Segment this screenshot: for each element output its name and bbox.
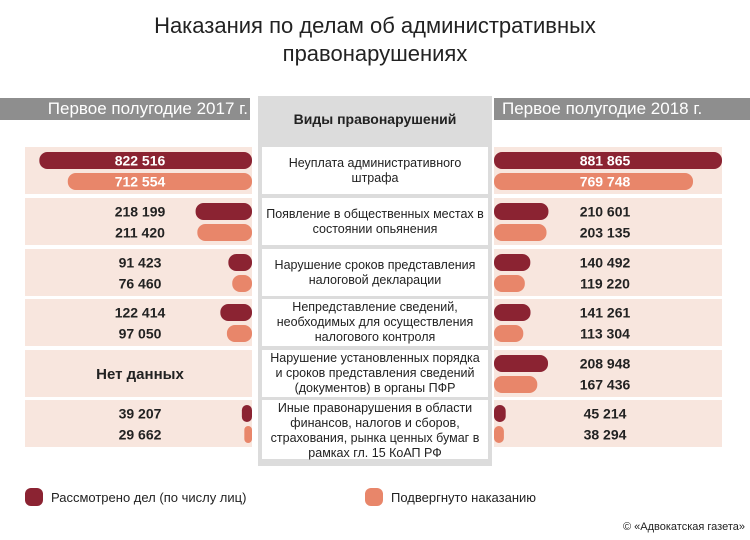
value-label: 113 304 bbox=[580, 326, 630, 342]
bar bbox=[241, 405, 252, 422]
category-box bbox=[262, 400, 488, 459]
bar bbox=[226, 325, 252, 342]
legend-label: Рассмотрено дел (по числу лиц) bbox=[51, 490, 246, 505]
value-label: 76 460 bbox=[119, 276, 162, 292]
category-label: Нарушение сроков представления налоговой… bbox=[274, 257, 476, 287]
value-label: 210 601 bbox=[580, 204, 631, 220]
category-box bbox=[262, 299, 488, 346]
row-background bbox=[25, 400, 252, 447]
value-label: 712 554 bbox=[115, 174, 166, 190]
legend-marker bbox=[365, 488, 383, 506]
value-label: 119 220 bbox=[580, 276, 630, 292]
value-label: 203 135 bbox=[580, 225, 631, 241]
row-background bbox=[25, 350, 252, 397]
value-label: 45 214 bbox=[584, 406, 627, 422]
category-label: Нарушение установленных порядка и сроков… bbox=[270, 351, 480, 395]
category-label: Появление в общественных местах в состоя… bbox=[266, 206, 484, 236]
row-background bbox=[25, 299, 252, 346]
row-background bbox=[494, 400, 722, 447]
bar bbox=[197, 224, 252, 241]
panel-header bbox=[494, 98, 750, 120]
bar bbox=[494, 325, 524, 342]
value-label: 208 948 bbox=[580, 356, 631, 372]
bar bbox=[39, 152, 252, 169]
category-box bbox=[262, 350, 488, 397]
category-label: Непредставление сведений, необходимых дл… bbox=[276, 300, 474, 344]
value-label: 769 748 bbox=[580, 174, 631, 190]
bar bbox=[195, 203, 252, 220]
bar bbox=[494, 304, 531, 321]
bar bbox=[67, 173, 252, 190]
value-label: 29 662 bbox=[119, 427, 162, 443]
legend-marker bbox=[25, 488, 43, 506]
bar bbox=[220, 304, 252, 321]
bar bbox=[228, 254, 252, 271]
category-box bbox=[262, 147, 488, 194]
value-label: 97 050 bbox=[119, 326, 162, 342]
value-label: 39 207 bbox=[119, 406, 162, 422]
value-label: 122 414 bbox=[115, 305, 166, 321]
bar bbox=[494, 224, 547, 241]
value-label: 218 199 bbox=[115, 204, 166, 220]
row-background bbox=[494, 299, 722, 346]
bar bbox=[244, 426, 252, 443]
legend-label: Подвергнуто наказанию bbox=[391, 490, 536, 505]
category-label: Неуплата административного штрафа bbox=[288, 155, 462, 185]
source: © «Адвокатская газета» bbox=[623, 521, 745, 533]
category-label: Иные правонарушения в области финансов, … bbox=[270, 400, 480, 460]
row-background bbox=[25, 249, 252, 296]
value-label: 881 865 bbox=[580, 153, 631, 169]
no-data-label: Нет данных bbox=[96, 366, 184, 383]
row-background bbox=[494, 249, 722, 296]
categories-header: Виды правонарушений bbox=[293, 111, 457, 127]
category-box bbox=[262, 198, 488, 245]
panel-header bbox=[0, 98, 250, 120]
value-label: 211 420 bbox=[115, 225, 165, 241]
bar bbox=[494, 254, 531, 271]
value-label: 167 436 bbox=[580, 377, 631, 393]
value-label: 38 294 bbox=[584, 427, 627, 443]
bar bbox=[494, 426, 504, 443]
value-label: 141 261 bbox=[580, 305, 631, 321]
bar bbox=[494, 405, 506, 422]
value-label: 140 492 bbox=[580, 255, 631, 271]
panel-header-label: Первое полугодие 2017 г. bbox=[47, 99, 248, 118]
bar bbox=[494, 173, 694, 190]
panel-header-label: Первое полугодие 2018 г. bbox=[502, 99, 703, 118]
value-label: 91 423 bbox=[119, 255, 162, 271]
bar bbox=[232, 275, 252, 292]
bar bbox=[494, 203, 549, 220]
category-box bbox=[262, 249, 488, 296]
bar bbox=[494, 355, 549, 372]
chart-title: Наказания по делам об административных п… bbox=[154, 13, 596, 66]
bar bbox=[494, 152, 722, 169]
bar bbox=[494, 376, 538, 393]
bar bbox=[494, 275, 525, 292]
value-label: 822 516 bbox=[115, 153, 166, 169]
